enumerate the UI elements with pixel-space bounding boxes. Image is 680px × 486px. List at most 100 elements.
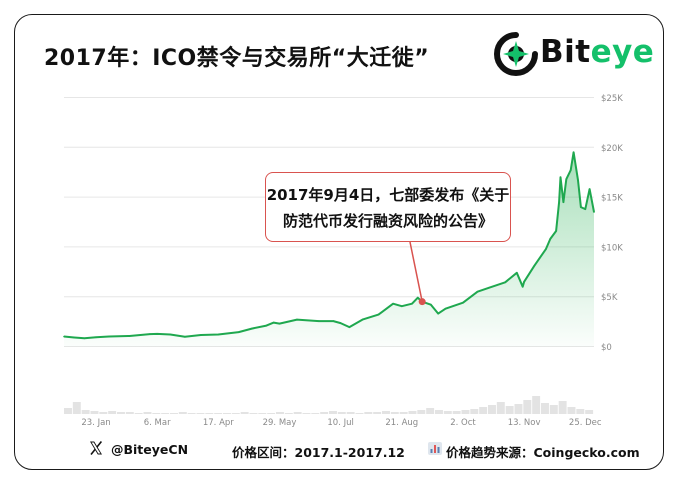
volume-bar — [196, 413, 205, 414]
price-point — [577, 179, 579, 181]
volume-bar — [390, 412, 399, 414]
volume-bar — [337, 412, 346, 414]
price-point — [237, 331, 240, 333]
price-point — [169, 333, 172, 336]
volume-bar — [320, 412, 329, 414]
volume-bar — [435, 410, 443, 414]
volume-bar — [373, 412, 382, 414]
price-point — [562, 201, 565, 203]
price-point — [565, 178, 568, 180]
biteye-wordmark: Biteye — [540, 34, 654, 70]
volume-bar — [355, 413, 364, 414]
biteye-eye-icon — [494, 32, 538, 76]
volume-bar — [240, 412, 249, 414]
price-point — [476, 290, 479, 293]
price-point — [361, 318, 364, 321]
chart-title: 2017年：ICO禁令与交易所“大迁徙” — [44, 46, 430, 71]
price-point — [580, 206, 582, 208]
volume-bar — [214, 413, 223, 414]
price-point — [265, 324, 268, 327]
volume-bar — [125, 412, 134, 414]
x-tick-label: 25. Dec — [569, 418, 602, 428]
price-point — [83, 337, 86, 340]
y-tick-label: $25K — [601, 94, 623, 104]
price-point — [488, 286, 490, 289]
price-point — [200, 334, 202, 336]
x-logo-icon — [90, 441, 103, 455]
price-point — [217, 333, 220, 336]
price-point — [73, 336, 75, 339]
x-tick-label: 21. Aug — [385, 418, 418, 428]
price-point — [504, 281, 506, 284]
price-point — [318, 320, 320, 322]
price-point — [593, 211, 595, 213]
volume-bar — [72, 402, 81, 414]
price-point — [332, 320, 335, 322]
volume-bar — [143, 412, 152, 414]
price-point — [516, 271, 518, 274]
price-point — [296, 318, 298, 321]
volume-bar — [187, 413, 196, 414]
price-point — [411, 302, 413, 305]
volume-bar — [488, 405, 496, 414]
volume-bar — [90, 411, 99, 414]
price-point — [401, 305, 403, 307]
price-point — [339, 322, 342, 324]
price-point — [392, 302, 394, 305]
volume-bar — [170, 413, 178, 414]
volume-bar — [426, 408, 435, 414]
price-point — [184, 336, 186, 338]
volume-bar — [81, 410, 90, 414]
price-point — [430, 303, 432, 306]
volume-bar — [64, 408, 72, 414]
price-point — [572, 151, 575, 154]
bar-chart-icon — [428, 442, 442, 455]
annotation-pointer — [409, 241, 423, 302]
volume-bar — [399, 412, 408, 414]
brand-accent: eye — [590, 34, 655, 70]
volume-bar — [284, 413, 293, 414]
y-tick-label: $0 — [601, 343, 612, 353]
x-tick-label: 10. Jul — [327, 418, 353, 428]
price-point — [549, 238, 552, 240]
volume-bar — [505, 406, 514, 414]
annotation-marker — [418, 298, 426, 306]
y-tick-label: $15K — [601, 194, 623, 204]
volume-bar — [408, 411, 417, 414]
price-point — [437, 312, 440, 315]
price-point — [251, 327, 253, 330]
volume-bar — [479, 407, 488, 414]
x-tick-label: 29. May — [263, 418, 297, 428]
volume-bar — [532, 396, 541, 414]
price-point — [278, 322, 281, 325]
price-point — [95, 336, 97, 339]
price-point — [149, 333, 151, 335]
volume-bar — [382, 411, 390, 414]
annotation-line-1: 2017年9月4日，七部委发布《关于 — [266, 186, 510, 204]
price-point — [63, 335, 65, 338]
volume-bar — [249, 413, 258, 414]
volume-bar — [134, 413, 143, 414]
volume-bar — [302, 413, 311, 414]
price-point — [533, 265, 536, 267]
volume-bar — [258, 413, 267, 414]
volume-bar — [576, 409, 585, 414]
price-point — [348, 326, 351, 328]
volume-bar — [470, 409, 479, 414]
volume-bar — [443, 411, 452, 414]
price-point — [558, 201, 560, 203]
volume-bar — [231, 413, 240, 414]
y-tick-label: $5K — [601, 293, 618, 303]
x-tick-label: 2. Oct — [450, 418, 476, 428]
volume-bar — [514, 404, 523, 414]
volume-bar — [523, 400, 532, 414]
volume-bar — [276, 412, 284, 414]
y-tick-label: $10K — [601, 243, 623, 253]
volume-bar — [152, 413, 161, 414]
price-period: 价格区间：2017.1-2017.12 — [232, 445, 405, 460]
price-point — [462, 301, 464, 304]
price-area — [64, 152, 594, 347]
volume-bar — [329, 411, 337, 414]
price-line — [63, 151, 595, 340]
